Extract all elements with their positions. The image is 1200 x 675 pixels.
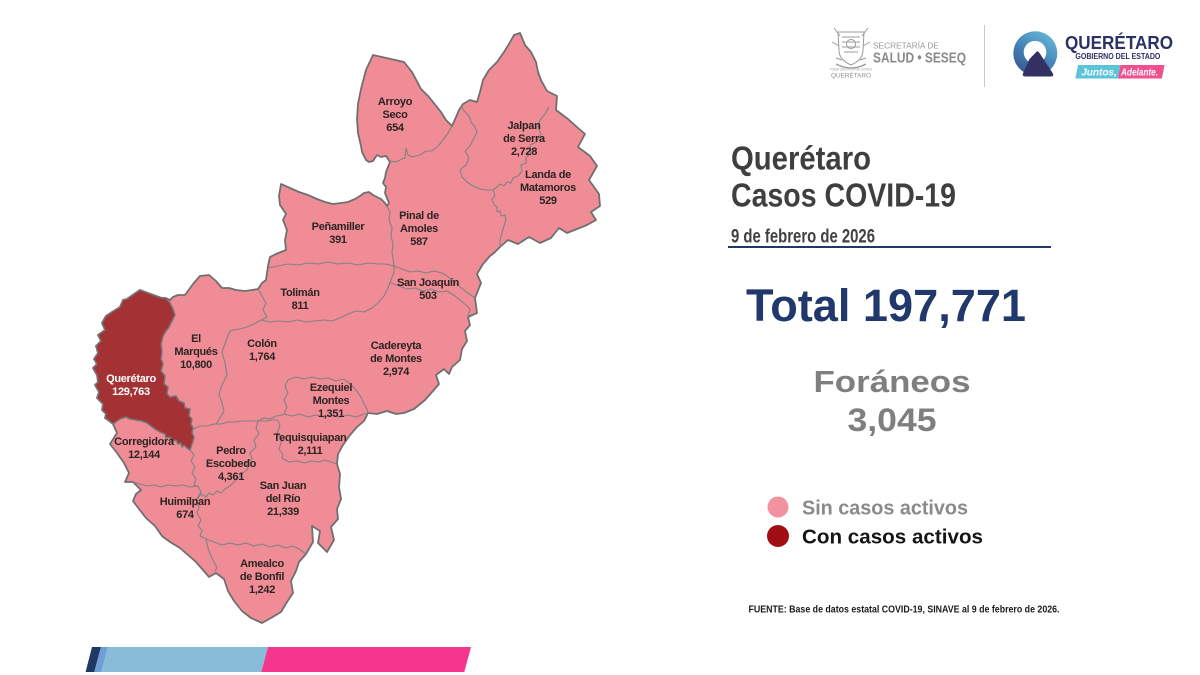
svg-text:SECRETARÍA DE: SECRETARÍA DE	[873, 41, 939, 51]
svg-text:Pedro: Pedro	[216, 445, 246, 457]
svg-text:Jalpan: Jalpan	[507, 120, 541, 132]
svg-text:2,728: 2,728	[511, 146, 537, 158]
svg-text:Colón: Colón	[247, 338, 277, 350]
svg-text:Matamoros: Matamoros	[520, 182, 576, 194]
svg-text:Casos COVID-19: Casos COVID-19	[731, 177, 956, 214]
svg-text:QUERÉTARO: QUERÉTARO	[831, 71, 871, 80]
svg-text:1,351: 1,351	[318, 408, 344, 420]
svg-text:del Río: del Río	[266, 493, 301, 505]
svg-text:San Juan: San Juan	[260, 480, 307, 492]
svg-text:3,045: 3,045	[848, 402, 937, 438]
svg-text:Querétaro: Querétaro	[106, 373, 156, 385]
svg-text:12,144: 12,144	[128, 449, 161, 461]
svg-text:Corregidora: Corregidora	[114, 436, 175, 448]
svg-text:PODER EJECUTIVO DEL ESTADO: PODER EJECUTIVO DEL ESTADO	[830, 68, 872, 72]
svg-text:El: El	[191, 333, 201, 345]
svg-text:Ezequiel: Ezequiel	[310, 382, 352, 394]
svg-text:Cadereyta: Cadereyta	[371, 340, 423, 352]
svg-text:129,763: 129,763	[112, 386, 150, 398]
svg-text:Marqués: Marqués	[174, 346, 217, 358]
svg-text:Escobedo: Escobedo	[206, 458, 257, 470]
svg-text:Amealco: Amealco	[240, 558, 284, 570]
svg-text:Adelante.: Adelante.	[1120, 68, 1158, 79]
svg-text:SALUD • SESEQ: SALUD • SESEQ	[873, 50, 966, 67]
svg-text:QUERÉTARO: QUERÉTARO	[1065, 32, 1173, 53]
svg-text:Querétaro: Querétaro	[731, 139, 871, 176]
svg-text:391: 391	[329, 234, 347, 246]
svg-text:Juntos,: Juntos,	[1081, 68, 1117, 79]
svg-text:1,242: 1,242	[249, 584, 275, 596]
svg-text:10,800: 10,800	[180, 359, 212, 371]
svg-text:Pinal de: Pinal de	[399, 210, 439, 222]
svg-text:Total 197,771: Total 197,771	[746, 280, 1026, 331]
svg-text:654: 654	[386, 122, 405, 134]
svg-text:GOBIERNO DEL ESTADO: GOBIERNO DEL ESTADO	[1075, 52, 1160, 61]
svg-text:Foráneos: Foráneos	[814, 364, 971, 399]
svg-text:Arroyo: Arroyo	[378, 96, 413, 108]
svg-text:21,339: 21,339	[267, 506, 299, 518]
svg-text:FUENTE: Base de datos estatal: FUENTE: Base de datos estatal COVID-19, …	[749, 604, 1060, 616]
svg-text:9 de febrero de 2026: 9 de febrero de 2026	[731, 227, 875, 248]
svg-text:Tolimán: Tolimán	[280, 287, 320, 299]
svg-text:Seco: Seco	[382, 109, 408, 121]
svg-text:Amoles: Amoles	[400, 223, 438, 235]
svg-text:Montes: Montes	[313, 395, 350, 407]
svg-text:de Bonfil: de Bonfil	[240, 571, 285, 583]
svg-text:Huimilpan: Huimilpan	[160, 496, 211, 508]
svg-text:Con casos activos: Con casos activos	[802, 527, 983, 549]
svg-text:587: 587	[410, 236, 428, 248]
svg-text:811: 811	[292, 300, 309, 312]
svg-text:503: 503	[419, 290, 437, 302]
svg-text:Landa de: Landa de	[525, 169, 571, 181]
svg-text:Tequisquiapan: Tequisquiapan	[274, 432, 347, 444]
svg-text:674: 674	[176, 509, 195, 521]
svg-text:2,974: 2,974	[383, 366, 410, 378]
svg-text:Peñamiller: Peñamiller	[312, 221, 366, 233]
svg-text:de Montes: de Montes	[370, 353, 422, 365]
svg-text:529: 529	[539, 195, 557, 207]
svg-text:de Serra: de Serra	[503, 133, 546, 145]
svg-text:4,361: 4,361	[218, 471, 244, 483]
svg-text:2,111: 2,111	[298, 445, 323, 457]
svg-text:1,764: 1,764	[249, 351, 276, 363]
svg-text:Sin casos activos: Sin casos activos	[802, 497, 968, 519]
svg-text:San Joaquín: San Joaquín	[397, 277, 460, 289]
